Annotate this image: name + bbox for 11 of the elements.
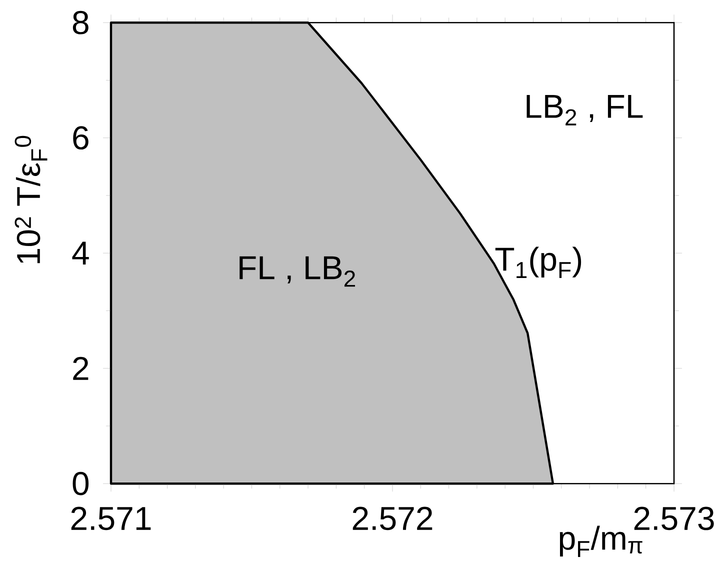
x-tick-label: 2.571 — [71, 506, 151, 530]
y-tick-label: 2 — [73, 356, 88, 380]
annotation: FL , LB$_{2}$ — [240, 256, 355, 287]
y-tick-label: 8 — [72, 10, 88, 34]
annotation: T$_{1}$(p$_{F}$) — [495, 246, 582, 278]
y-tick-label: 0 — [72, 472, 89, 496]
y-tick-label: 6 — [73, 126, 88, 150]
y-axis-title: 10$^{2}$ T/ε$_{F}$0 — [14, 136, 48, 264]
y-tick-label: 4 — [72, 242, 89, 264]
x-tick-label: 2.572 — [352, 506, 432, 530]
annotation: LB$_{2}$ , FL — [526, 95, 643, 126]
